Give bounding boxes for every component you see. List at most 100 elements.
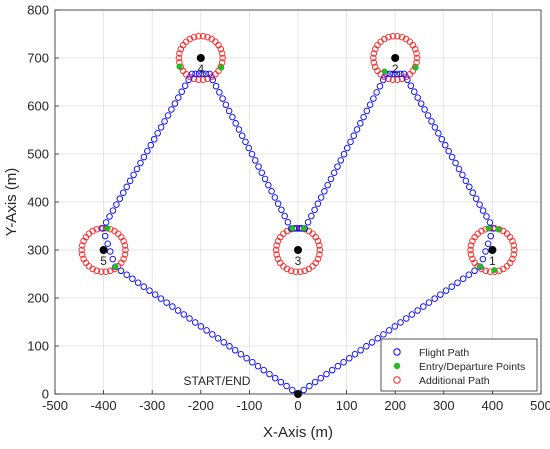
additional-path-point (121, 242, 129, 249)
flight-path-point (180, 311, 188, 318)
flight-path-turn-point (393, 70, 401, 78)
flight-path-point (137, 159, 144, 167)
flight-path-point (455, 165, 463, 173)
entry-departure-point (412, 64, 419, 71)
flight-path-point (102, 219, 110, 226)
legend-box (380, 338, 538, 392)
flight-path-point (304, 218, 312, 226)
x-tick-label: -400 (91, 398, 117, 413)
flight-path-point (330, 169, 338, 177)
additional-path-point (305, 265, 313, 273)
flight-path-point (417, 100, 425, 107)
x-tick-label: -500 (42, 398, 68, 413)
flight-path-point (357, 120, 364, 127)
flight-path-point (271, 194, 279, 201)
x-tick-label: 100 (336, 398, 358, 413)
x-tick-label: -300 (139, 398, 165, 413)
flight-path-point (188, 70, 196, 78)
flight-path-point (404, 76, 411, 84)
additional-path-point (102, 268, 110, 276)
flight-path-point (428, 118, 435, 125)
additional-path-point (385, 33, 392, 41)
additional-path-point (411, 45, 419, 53)
flight-path-point (471, 267, 478, 275)
flight-path-point (466, 183, 473, 191)
legend: Flight Path Entry/Departure Points Addit… (380, 338, 538, 392)
flight-path-point (431, 295, 438, 302)
additional-path-point (467, 246, 474, 254)
flight-path-point (261, 175, 269, 183)
flight-path-point (243, 354, 250, 362)
additional-path-point (287, 267, 295, 275)
flight-path-point (171, 100, 179, 107)
additional-path-point (93, 267, 101, 275)
flight-path-point (357, 347, 364, 354)
flight-path-point (462, 177, 470, 185)
flight-path-point (397, 319, 404, 326)
flight-path-point (214, 335, 222, 342)
entry-departure-point (289, 225, 296, 232)
flight-path-point (337, 157, 344, 164)
additional-path-point (107, 267, 114, 275)
additional-path-point (500, 265, 507, 273)
additional-path-point (273, 242, 280, 249)
waypoint-marker (99, 246, 108, 254)
flight-path-point (380, 331, 387, 338)
entry-departure-point (381, 68, 388, 75)
flight-path-point (479, 207, 487, 214)
flight-path-point (363, 107, 371, 115)
additional-path-point (218, 50, 226, 57)
additional-path-point (78, 246, 85, 254)
flight-path-point (431, 124, 439, 131)
flight-path-point (185, 76, 192, 84)
additional-path-point (98, 268, 105, 276)
flight-path-point (421, 106, 428, 113)
additional-path-point (122, 246, 129, 254)
flight-path-point (120, 189, 127, 196)
additional-path-point (199, 32, 207, 40)
additional-path-point (316, 242, 323, 249)
flight-path-point (368, 339, 376, 346)
flight-path-point (472, 195, 480, 202)
x-tick-label: 300 (433, 398, 455, 413)
flight-path-point (126, 177, 134, 185)
additional-path-point (482, 267, 489, 275)
flight-path-point (441, 141, 449, 149)
flight-path-point (391, 323, 399, 330)
flight-path-point (258, 169, 266, 177)
flight-path-point (281, 212, 288, 220)
flight-path-point (203, 327, 210, 334)
x-tick-label: 200 (384, 398, 406, 413)
flight-path-turn-point (386, 70, 394, 78)
waypoint-marker (488, 246, 497, 254)
flight-path-point (363, 343, 370, 350)
flight-path-point (252, 157, 259, 164)
flight-path-point (327, 175, 335, 183)
flight-path-point (216, 89, 223, 96)
additional-path-point (510, 242, 518, 249)
flight-path-point (454, 279, 461, 286)
y-tick-label: 500 (27, 147, 49, 162)
flight-path-point (483, 213, 490, 220)
additional-path-point (381, 35, 388, 43)
flight-path-point (370, 95, 377, 102)
y-tick-label: 0 (42, 387, 49, 402)
flight-path-point (229, 113, 236, 121)
flight-path-point (374, 335, 381, 342)
flight-path-layer (99, 70, 497, 398)
flight-path-point (486, 219, 494, 226)
entry-departure-point (112, 263, 119, 270)
x-tick-label: -200 (188, 398, 214, 413)
entry-departure-point (477, 263, 484, 270)
flight-path-point (129, 275, 136, 282)
flight-path-point (476, 201, 483, 208)
flight-path-point (161, 118, 168, 125)
flight-path-point (175, 94, 182, 101)
flight-path-turn-point (479, 255, 487, 263)
additional-path-point (190, 33, 198, 41)
additional-path-point (389, 32, 397, 40)
x-tick-label: 500 (530, 398, 550, 413)
flight-path-point (277, 378, 285, 386)
y-tick-label: 600 (27, 99, 49, 114)
waypoint-marker (196, 54, 205, 62)
